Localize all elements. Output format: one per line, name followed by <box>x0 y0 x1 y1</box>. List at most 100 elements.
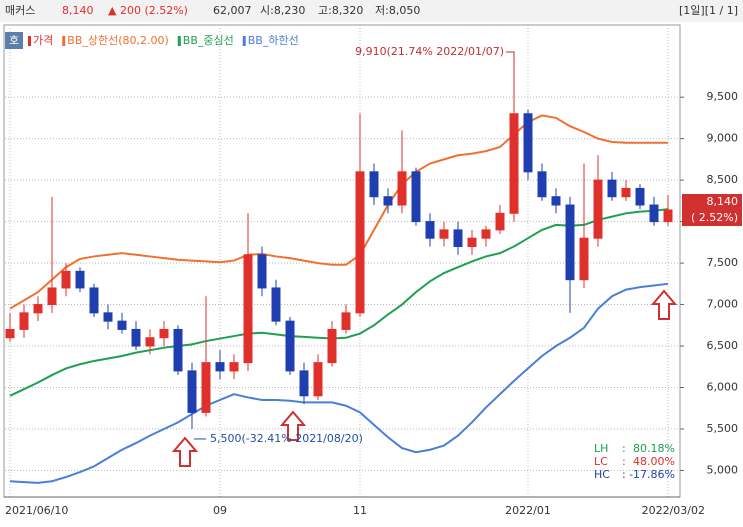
high: 고:8,320 <box>318 4 363 17</box>
y-tick-label: 8,500 <box>707 173 739 186</box>
x-tick-label: 2022/01 <box>505 504 551 517</box>
y-tick-label: 6,000 <box>707 381 739 394</box>
header-bar <box>0 0 743 22</box>
band-line <box>9 114 668 310</box>
candle-body <box>607 179 617 198</box>
price: 8,140 <box>62 4 94 17</box>
stat-value: 80.18% <box>633 442 675 455</box>
band-line <box>9 208 669 397</box>
candle-body <box>481 229 491 239</box>
candle-body <box>551 196 561 206</box>
x-tick-label: 2022/03/02 <box>642 504 705 517</box>
x-tick-label: 2021/06/10 <box>5 504 68 517</box>
legend-label: BB_상한선(80,2.00) <box>67 34 169 47</box>
candle-body <box>33 304 43 314</box>
arrow <box>279 410 307 441</box>
annotation: 5,500(-32.41% 2021/08/20) <box>210 432 363 445</box>
candle-body <box>495 212 505 231</box>
candle-body <box>565 204 575 281</box>
candle-body <box>649 204 659 223</box>
candle-body <box>397 171 407 206</box>
plot-frame <box>3 24 681 498</box>
stat-label: HC <box>594 468 610 481</box>
arrow <box>650 289 678 320</box>
candle-body <box>201 362 211 413</box>
candle-body <box>593 179 603 239</box>
candle-body <box>89 287 99 314</box>
candle-body <box>285 320 295 372</box>
legend-swatch <box>177 36 181 46</box>
candle-body <box>47 287 57 306</box>
price-tag <box>682 193 742 226</box>
open: 시:8,230 <box>260 4 305 17</box>
candle-body <box>439 229 449 239</box>
candle-body <box>299 370 309 397</box>
candle-body <box>61 270 71 289</box>
candle-body <box>509 113 519 214</box>
price-tag-label: 8,140 <box>707 195 739 208</box>
candle-body <box>411 171 421 223</box>
arrows <box>171 289 678 467</box>
candle-body <box>523 113 533 173</box>
y-tick-label: 5,000 <box>707 463 739 476</box>
candle-body <box>383 196 393 206</box>
candle-body <box>215 362 225 372</box>
candle-body <box>271 287 281 322</box>
candle-body <box>341 312 351 330</box>
candle-body <box>369 171 379 198</box>
candle-body <box>173 328 183 372</box>
candle-body <box>19 312 29 330</box>
candle-body <box>327 328 337 364</box>
stat-sep: : <box>622 442 626 455</box>
x-tick-label: 11 <box>353 504 367 517</box>
button-label[interactable]: 호 <box>9 34 19 47</box>
stock-name: 매커스 <box>5 4 35 17</box>
candle-body <box>229 362 239 372</box>
candle-body <box>313 362 323 397</box>
y-tick-label: 7,500 <box>707 256 739 269</box>
candle-body <box>537 171 547 198</box>
candle-body <box>75 270 85 289</box>
candle-body <box>453 229 463 247</box>
candle-body <box>103 312 113 322</box>
low: 저:8,050 <box>375 4 420 17</box>
candle-body <box>5 328 15 339</box>
y-tick-label: 9,000 <box>707 132 739 145</box>
candle-body <box>467 237 477 247</box>
annotation: 9,910(21.74% 2022/01/07) <box>355 45 504 58</box>
candle-body <box>187 370 197 413</box>
button[interactable] <box>5 32 23 49</box>
page-indicator: [1일][1 / 1] <box>679 3 738 17</box>
legend-label: 가격 <box>33 34 53 47</box>
legend-label: BB_중심선 <box>183 34 234 47</box>
x-tick-label: 09 <box>213 504 227 517</box>
volume: 62,007 <box>213 4 252 17</box>
candle-body <box>663 209 673 223</box>
candle-body <box>355 171 365 314</box>
stat-value: 48.00% <box>633 455 675 468</box>
legend-swatch <box>28 36 31 46</box>
stat-value: -17.86% <box>629 468 675 481</box>
candle-body <box>621 187 631 198</box>
candle-body <box>579 237 589 281</box>
y-tick-label: 5,500 <box>707 422 739 435</box>
candle-body <box>635 187 645 206</box>
candle-body <box>257 254 267 289</box>
annotation-leader <box>506 51 515 64</box>
candle-body <box>117 320 127 330</box>
candle-body <box>425 221 435 239</box>
stat-sep: : <box>622 468 626 481</box>
candle-body <box>145 337 155 347</box>
legend-swatch <box>62 36 66 46</box>
y-tick-label: 9,500 <box>707 90 739 103</box>
candle-body <box>243 254 253 364</box>
legend-label: BB_하한선 <box>248 33 299 47</box>
stat-label: LC <box>594 455 608 468</box>
arrow <box>171 436 199 467</box>
legend-swatch <box>242 36 246 46</box>
change: ▲ 200 (2.52%) <box>108 4 188 17</box>
stat-label: LH <box>594 442 608 455</box>
stat-sep: : <box>622 455 626 468</box>
price-tag-label: ( 2.52%) <box>691 211 738 224</box>
